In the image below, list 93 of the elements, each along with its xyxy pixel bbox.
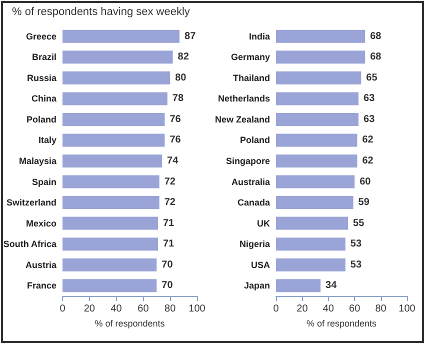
y-tick-label: UK xyxy=(257,218,271,228)
data-label: 59 xyxy=(358,197,370,208)
x-tick-label: 80 xyxy=(375,304,387,314)
bar xyxy=(62,71,170,84)
y-tick-label: China xyxy=(31,94,58,104)
bar xyxy=(62,134,165,147)
y-tick-label: Austria xyxy=(25,260,58,270)
x-tick-label: 40 xyxy=(322,304,334,314)
data-label: 70 xyxy=(162,259,174,270)
y-tick-label: Netherlands xyxy=(218,94,270,104)
data-label: 65 xyxy=(366,72,378,84)
bar xyxy=(62,216,158,230)
x-tick-label: 40 xyxy=(110,304,122,314)
x-tick-label: 100 xyxy=(188,304,206,314)
data-label: 60 xyxy=(360,176,372,188)
x-tick-label: 80 xyxy=(164,304,176,314)
data-label: 53 xyxy=(350,238,362,250)
x-axis-title: % of respondents xyxy=(94,318,166,328)
x-tick-label: 20 xyxy=(296,304,308,314)
bar xyxy=(276,112,359,126)
y-tick-label: Malaysia xyxy=(18,156,58,166)
x-tick-label: 0 xyxy=(273,304,280,314)
data-label: 68 xyxy=(370,52,382,63)
data-label: 63 xyxy=(364,93,376,104)
x-tick-label: 20 xyxy=(84,304,96,314)
x-tick-label: 100 xyxy=(398,304,416,314)
bar xyxy=(62,196,160,210)
y-tick-label: Australia xyxy=(232,176,272,187)
y-tick-label: New Zealand xyxy=(215,114,270,124)
bar xyxy=(62,154,162,168)
data-label: 87 xyxy=(184,30,196,42)
data-label: 71 xyxy=(162,218,175,229)
y-tick-label: Nigeria xyxy=(240,239,272,250)
x-tick-label: 0 xyxy=(60,304,66,314)
bar xyxy=(276,154,358,168)
data-label: 62 xyxy=(362,156,374,166)
y-tick-label: Italy xyxy=(38,135,57,146)
bar xyxy=(276,279,321,292)
y-tick-label: Poland xyxy=(26,114,57,124)
bar xyxy=(276,238,346,251)
y-tick-label: Switzerland xyxy=(6,198,57,208)
bar xyxy=(62,92,168,106)
y-tick-label: Spain xyxy=(32,176,57,187)
data-label: 68 xyxy=(370,30,382,42)
data-label: 72 xyxy=(164,176,176,188)
bar xyxy=(62,175,160,188)
x-axis-title: % of respondents xyxy=(306,318,378,328)
bar xyxy=(62,258,157,272)
y-tick-label: India xyxy=(249,31,271,42)
data-label: 80 xyxy=(175,72,187,84)
y-tick-label: Poland xyxy=(240,135,270,146)
chart-title: % of respondents having sex weekly xyxy=(12,6,190,18)
data-label: 78 xyxy=(172,93,184,104)
bar xyxy=(276,92,359,106)
bar xyxy=(276,134,358,147)
bar xyxy=(276,30,366,43)
bar xyxy=(276,71,362,84)
y-tick-label: France xyxy=(26,280,57,291)
data-label: 72 xyxy=(164,197,176,208)
data-label: 34 xyxy=(326,280,338,292)
bar xyxy=(62,238,158,251)
y-tick-label: Canada xyxy=(238,198,272,208)
data-label: 82 xyxy=(178,52,190,63)
bar xyxy=(62,279,157,292)
bar xyxy=(62,50,173,64)
data-label: 63 xyxy=(364,114,376,125)
data-label: 71 xyxy=(162,238,175,250)
y-tick-label: Russia xyxy=(26,72,58,83)
bar xyxy=(276,50,366,64)
y-tick-label: Greece xyxy=(26,31,57,42)
data-label: 76 xyxy=(170,114,182,125)
bar xyxy=(62,30,180,43)
data-label: 76 xyxy=(170,134,182,146)
x-tick-label: 60 xyxy=(349,304,361,314)
data-label: 74 xyxy=(167,156,179,166)
data-label: 70 xyxy=(162,280,174,292)
data-label: 62 xyxy=(362,134,374,146)
data-label: 53 xyxy=(350,259,362,270)
y-tick-label: Thailand xyxy=(233,72,270,83)
bar xyxy=(276,258,346,272)
bar xyxy=(276,196,354,210)
y-tick-label: South Africa xyxy=(3,239,58,250)
y-tick-label: Singapore xyxy=(226,156,270,166)
data-label: 55 xyxy=(353,218,365,229)
bar xyxy=(62,112,165,126)
y-tick-label: Germany xyxy=(230,52,270,62)
y-tick-label: Brazil xyxy=(32,52,57,62)
x-tick-label: 60 xyxy=(138,304,150,314)
bar xyxy=(276,175,355,188)
bar xyxy=(276,216,348,230)
y-tick-label: Japan xyxy=(244,280,270,291)
y-tick-label: Mexico xyxy=(26,218,57,228)
y-tick-label: USA xyxy=(251,260,270,270)
